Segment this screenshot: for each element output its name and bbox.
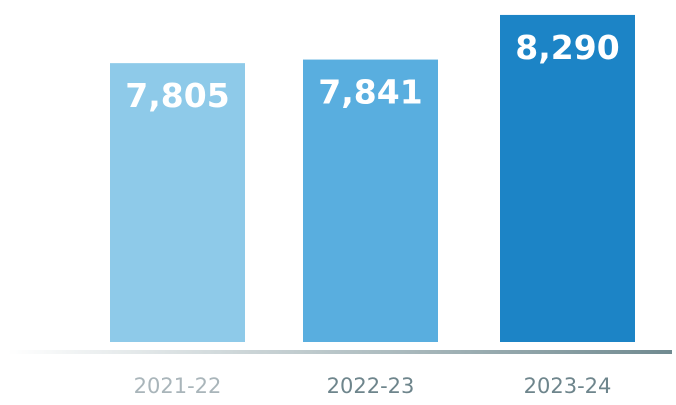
data-label: 8,290 bbox=[515, 28, 619, 67]
bar bbox=[500, 14, 635, 342]
category-label: 2021-22 bbox=[134, 374, 222, 398]
bar bbox=[110, 63, 245, 343]
bar-group: 8,290 bbox=[500, 14, 635, 342]
category-label: 2023-24 bbox=[524, 374, 612, 398]
data-label: 7,841 bbox=[318, 73, 422, 112]
data-label: 7,805 bbox=[125, 76, 229, 115]
baseline bbox=[8, 350, 672, 354]
bar bbox=[303, 59, 438, 343]
bar-group: 7,805 bbox=[110, 63, 245, 343]
bar-group: 7,841 bbox=[303, 59, 438, 343]
category-label: 2022-23 bbox=[327, 374, 415, 398]
